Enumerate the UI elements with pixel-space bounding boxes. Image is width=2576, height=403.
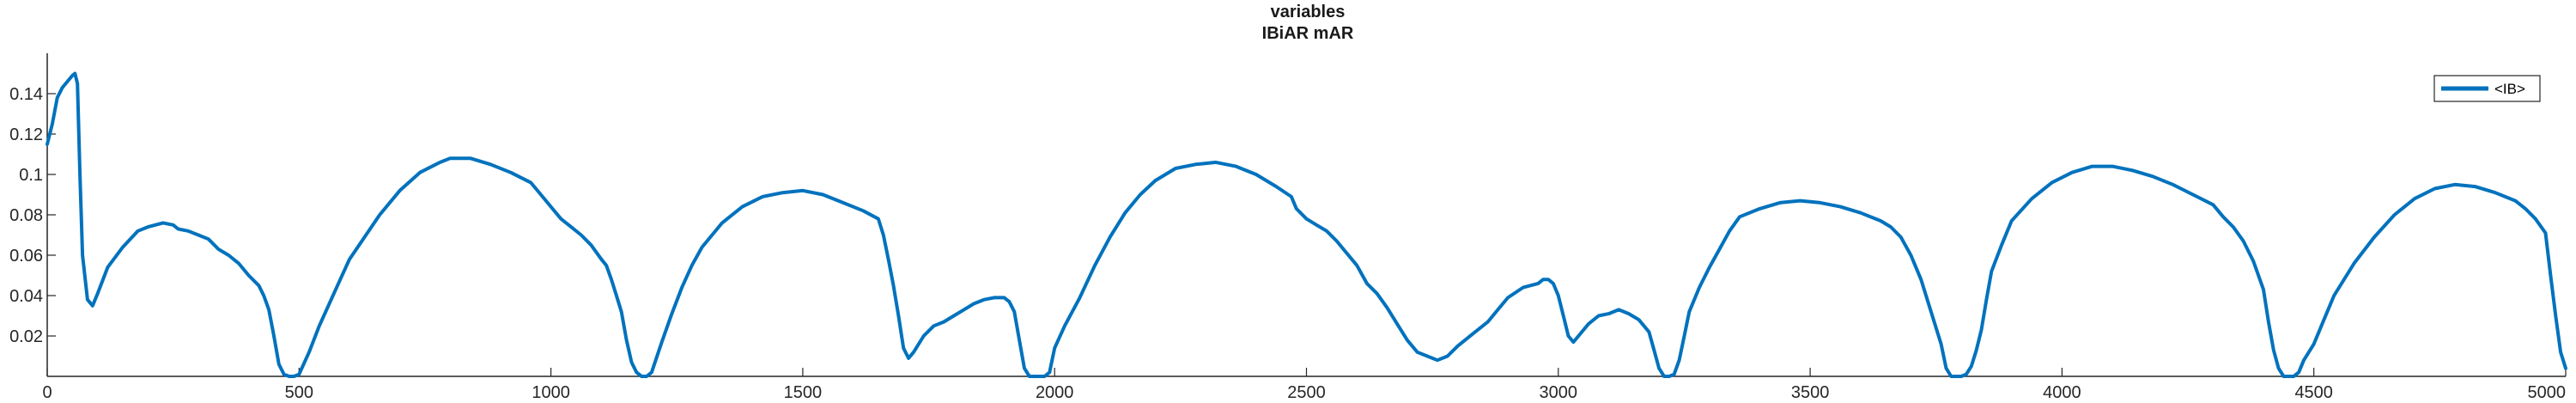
x-tick-label: 3500 bbox=[1791, 383, 1830, 402]
x-tick-label: 4500 bbox=[2294, 383, 2333, 402]
x-tick-label: 0 bbox=[42, 383, 52, 402]
chart-subtitle: IBiAR mAR bbox=[1262, 24, 1354, 43]
x-tick-label: 1500 bbox=[784, 383, 823, 402]
x-tick-label: 4000 bbox=[2043, 383, 2081, 402]
x-tick-label: 2500 bbox=[1287, 383, 1326, 402]
y-tick-label: 0.14 bbox=[9, 85, 43, 104]
y-ticks: 0.02 0.04 0.06 0.08 0.1 0.12 0.14 bbox=[9, 85, 56, 346]
x-ticks: 0 500 1000 1500 2000 2500 3000 3500 4000 4500 5000 bbox=[42, 368, 2567, 402]
x-tick-label: 500 bbox=[285, 383, 313, 402]
x-tick-label: 3000 bbox=[1540, 383, 1578, 402]
chart-title: variables bbox=[1271, 3, 1346, 21]
y-tick-label: 0.1 bbox=[19, 166, 43, 185]
series-layer bbox=[46, 71, 2567, 378]
y-tick-label: 0.02 bbox=[9, 327, 43, 346]
legend-label: <IB> bbox=[2494, 81, 2525, 97]
x-tick-label: 5000 bbox=[2528, 383, 2567, 402]
x-tick-label: 2000 bbox=[1036, 383, 1074, 402]
y-tick-label: 0.06 bbox=[9, 247, 43, 266]
y-tick-label: 0.04 bbox=[9, 287, 43, 306]
series-line-0 bbox=[46, 71, 2567, 378]
y-tick-label: 0.08 bbox=[9, 206, 43, 225]
x-tick-label: 1000 bbox=[532, 383, 570, 402]
y-tick-label: 0.12 bbox=[9, 125, 43, 144]
legend: <IB> bbox=[2433, 75, 2541, 102]
